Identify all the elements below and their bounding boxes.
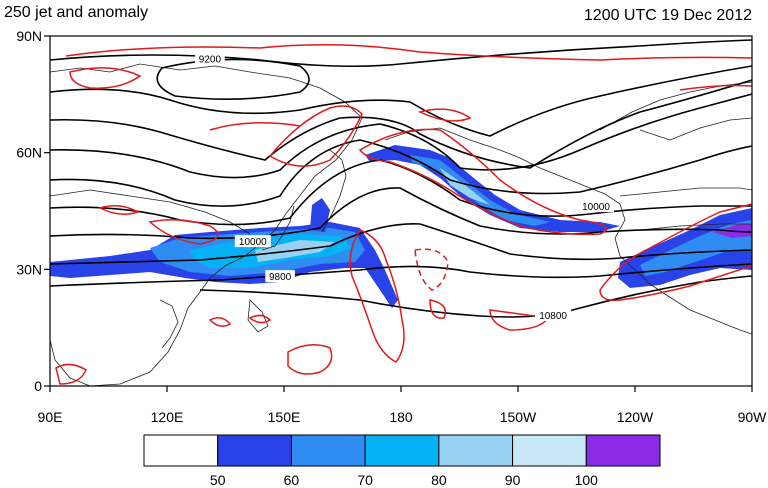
colorbar-swatch — [364, 434, 440, 467]
colorbar-label: 80 — [431, 472, 447, 488]
anomaly-contours — [55, 44, 752, 385]
contour-label: 9200 — [199, 54, 222, 65]
lon-tick-label: 90W — [738, 409, 768, 425]
lat-tick-label: 0 — [34, 378, 42, 394]
colorbar-swatch — [290, 434, 366, 467]
contour-label: 10000 — [582, 202, 610, 213]
wind-speed-colorbar: 50 60 70 80 90 100 — [143, 434, 661, 488]
colorbar-label: 100 — [575, 472, 599, 488]
latitude-axis: 90N 60N 30N 0 — [16, 28, 50, 394]
jet-core-alaska-80 — [440, 168, 490, 205]
map-area: 9200 10000 9800 10000 10800 — [50, 36, 752, 386]
contour-label: 9800 — [269, 272, 292, 283]
contour-label-bg — [578, 200, 614, 213]
contour-label-bg — [265, 270, 295, 283]
lon-tick-label: 180 — [389, 409, 413, 425]
lat-tick-label: 60N — [16, 145, 42, 161]
map-title: 250 jet and anomaly — [4, 4, 148, 21]
lon-tick-label: 150W — [500, 409, 537, 425]
lon-tick-label: 120E — [151, 409, 184, 425]
contour-label-bg — [535, 309, 572, 321]
map-timestamp: 1200 UTC 19 Dec 2012 — [584, 7, 752, 24]
contour-labels: 9200 10000 9800 10000 10800 — [195, 52, 614, 322]
colorbar-swatch — [438, 434, 514, 467]
colorbar-label: 60 — [284, 472, 300, 488]
colorbar-label: 70 — [357, 472, 373, 488]
lon-tick-label: 150E — [268, 409, 301, 425]
colorbar-label: 50 — [210, 472, 226, 488]
colorbar-label: 90 — [505, 472, 521, 488]
contour-label: 10000 — [239, 237, 267, 248]
contour-label: 10800 — [539, 311, 567, 322]
longitude-axis: 90E 120E 150E 180 150W 120W 90W — [38, 386, 768, 425]
colorbar-swatch — [512, 434, 587, 467]
lon-tick-label: 90E — [38, 409, 63, 425]
colorbar-swatch — [217, 434, 292, 467]
lon-tick-label: 120W — [617, 409, 654, 425]
contour-label-bg — [234, 235, 271, 248]
colorbar-swatch — [585, 434, 661, 467]
contour-label-bg — [195, 52, 225, 65]
lat-tick-label: 30N — [16, 261, 42, 277]
lat-tick-label: 90N — [16, 28, 42, 44]
colorbar-swatch — [143, 434, 219, 467]
